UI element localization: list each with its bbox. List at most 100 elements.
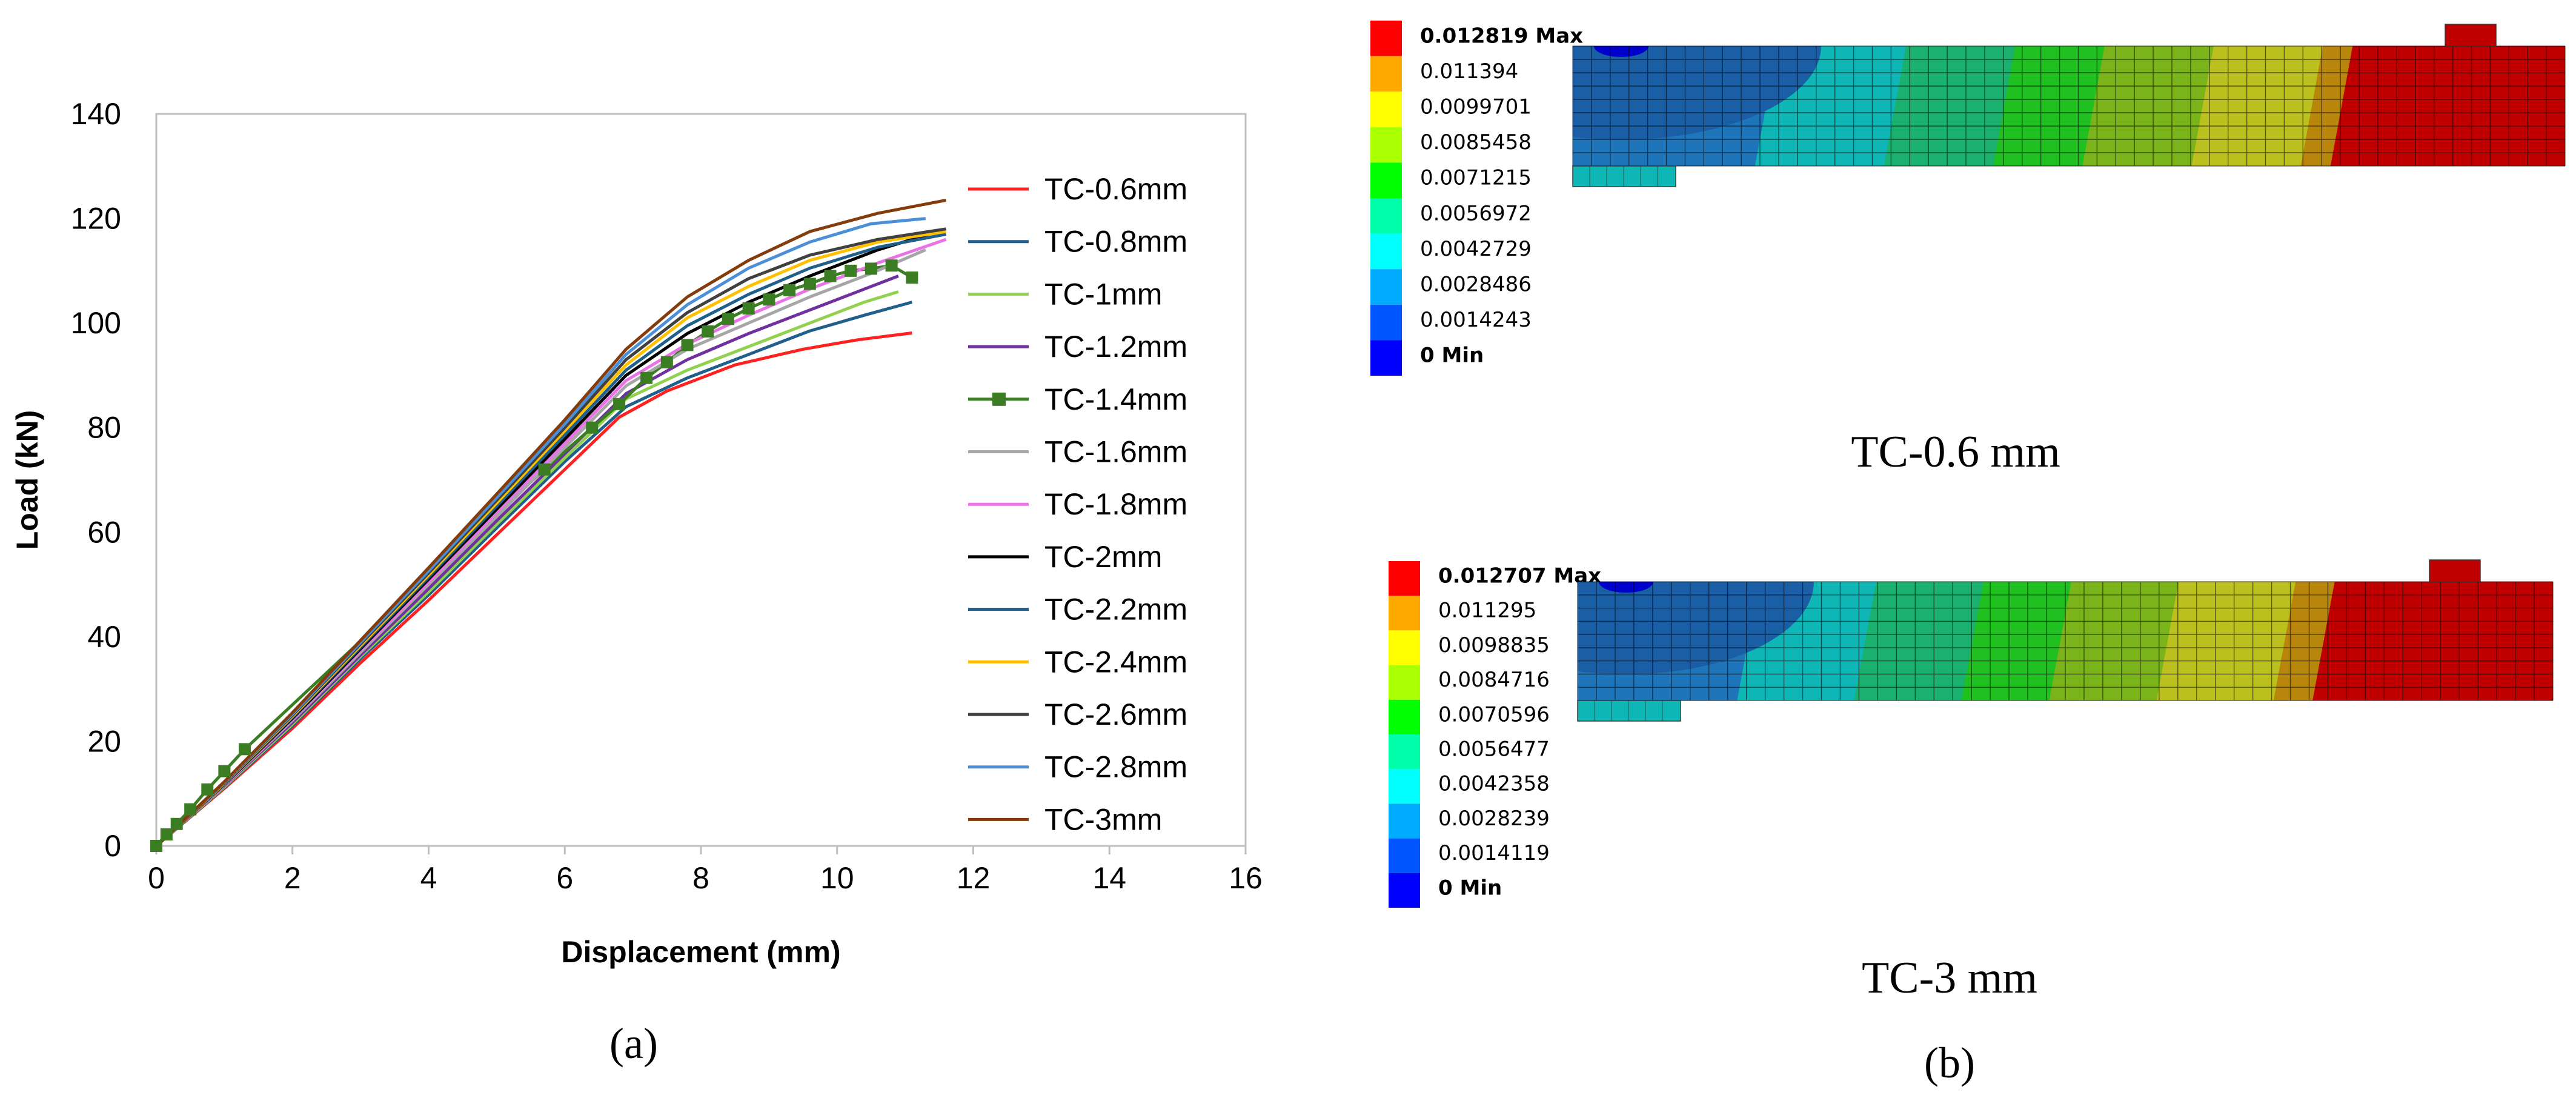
series-line [155,198,946,847]
y-tick-label: 60 [87,515,121,549]
legend-color-box [1389,699,1420,734]
data-point [865,262,877,275]
legend-value-label: 0.0070596 [1438,702,1550,727]
legend-label: TC-2.2mm [1044,593,1187,627]
y-tick-label: 80 [87,411,121,445]
x-tick-label: 14 [1092,861,1126,895]
legend-color-box [1370,162,1402,198]
x-tick-label: 2 [284,861,301,895]
legend-color-box [1370,340,1402,376]
data-point [824,270,837,282]
contour-title-tc-0-6mm: TC-0.6 mm [1851,427,2060,477]
legend-value-label: 0.0042358 [1438,772,1550,796]
legend-label: TC-1.6mm [1044,435,1187,469]
legend-label: TC-2mm [1044,540,1162,574]
data-point [845,264,857,277]
data-point [150,840,162,852]
legend-value-label: 0.0056477 [1438,737,1550,761]
y-tick-label: 100 [71,306,121,340]
legend-value-label: 0.0085458 [1420,130,1532,155]
data-point [742,302,755,314]
legend-label: TC-2.4mm [1044,645,1187,679]
legend-marker [992,392,1006,406]
x-tick-label: 16 [1229,861,1263,895]
data-point [160,828,173,841]
panel-b-label: (b) [1924,1039,1975,1087]
legend-label: TC-3mm [1044,802,1162,836]
data-point [885,259,898,272]
min-stress-spot [1594,46,1648,57]
x-tick-label: 0 [148,861,165,895]
data-point [239,743,251,756]
legend-label: TC-2.8mm [1044,750,1187,784]
legend-label: TC-1.2mm [1044,330,1187,364]
legend-label: TC-0.6mm [1044,172,1187,206]
legend-label: TC-0.8mm [1044,225,1187,259]
data-point [586,421,599,434]
legend-value-label: 0.0014119 [1438,841,1550,865]
legend-value-label: 0.012707 Max [1438,564,1601,588]
y-tick-label: 140 [71,97,121,131]
legend-color-box [1389,734,1420,770]
panel-a-label: (a) [609,1019,658,1068]
x-tick-label: 10 [820,861,854,895]
x-tick-label: 12 [957,861,991,895]
plot-area [155,113,1247,847]
axis-ticks [155,846,1247,854]
legend-value-label: 0.0028486 [1420,273,1532,297]
data-point [170,817,183,830]
data-point [906,271,918,284]
x-tick-label: 6 [556,861,573,895]
contour-band [2312,582,2553,700]
mesh [1572,45,2566,167]
legend-value-label: 0.011394 [1420,59,1518,84]
legend-color-box [1370,127,1402,163]
legend-value-label: 0.0071215 [1420,166,1532,190]
data-point [763,293,775,306]
data-point [722,313,734,325]
data-point [681,339,694,351]
legend-color-box [1389,596,1420,631]
data-point [218,765,231,777]
y-tick-label: 120 [71,202,121,236]
mesh [1577,581,2554,701]
legend-value-label: 0.012819 Max [1420,24,1583,48]
contour-plot-tc-3mm: 0.012707 Max 0.011295 0.0098835 0.0084716 0.… [1389,559,2554,908]
legend-value-label: 0.0099701 [1420,95,1532,119]
legend-color-box [1370,304,1402,341]
data-point [184,803,197,816]
legend-color-box [1370,56,1402,92]
legend-color-box [1370,269,1402,305]
min-stress-spot [1599,582,1653,593]
support-block [1572,165,1676,187]
legend-color-box [1370,233,1402,270]
low-stress-zone [1578,582,1814,674]
data-point [660,356,673,368]
legend-value-label: 0 Min [1420,344,1484,368]
contour-title-tc-3mm: TC-3 mm [1862,953,2037,1003]
loading-plate [2445,24,2497,47]
loading-plate [2429,559,2481,582]
y-tick-label: 40 [87,620,121,654]
legend-color-box [1389,630,1420,665]
legend-color-box [1389,873,1420,908]
series-markers [150,259,918,852]
legend-color-box [1389,561,1420,596]
legend-color-box [1389,838,1420,873]
support-block [1577,700,1681,722]
legend-color-box [1370,198,1402,234]
legend-color-box [1389,665,1420,700]
series-line [155,331,912,847]
legend-value-label: 0 Min [1438,876,1502,900]
legend-color-box [1370,92,1402,127]
legend-color-box [1389,804,1420,839]
y-tick-label: 0 [104,829,121,863]
data-point [613,398,626,410]
series-line [155,274,899,847]
legend-value-label: 0.0014243 [1420,308,1532,332]
data-point [640,371,653,384]
legend-label: TC-1.4mm [1044,382,1187,416]
data-point [538,463,551,476]
legend-value-label: 0.011295 [1438,599,1536,623]
tick-labels: 0 2 4 6 8 10 12 14 16 0 20 40 60 80 100 120 140 [71,97,1263,895]
